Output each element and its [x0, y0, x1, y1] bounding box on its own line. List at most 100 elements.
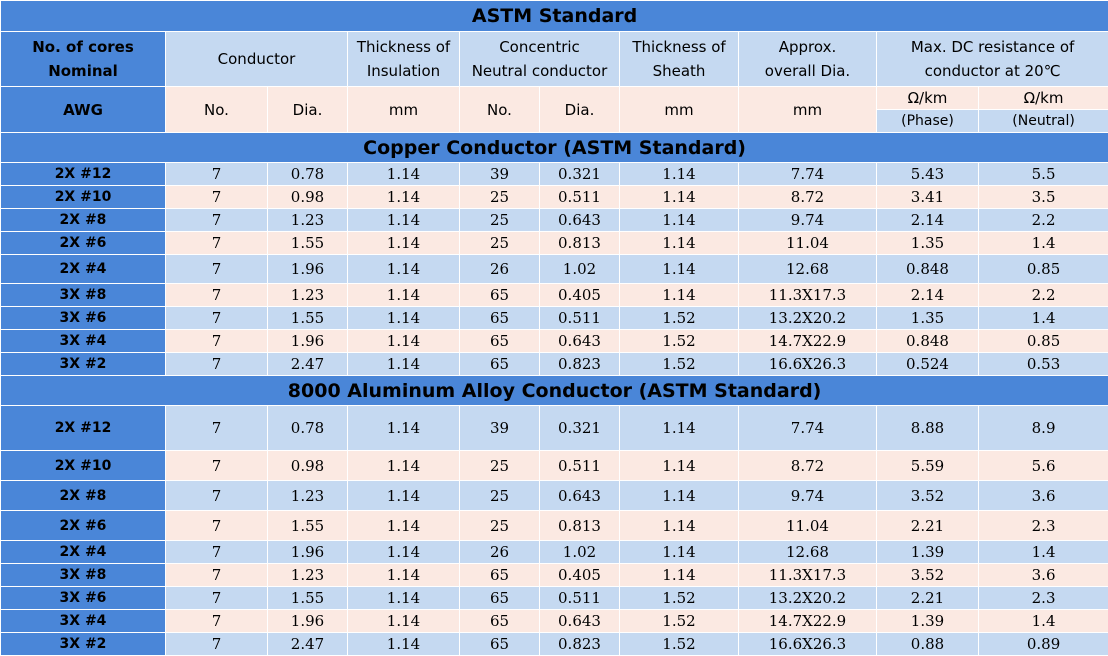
cell-sheath: 1.14 — [619, 510, 739, 541]
table-row: 3X #8 7 1.23 1.14 65 0.405 1.14 11.3X17.3 3.52 3.… — [0, 563, 1108, 587]
cell-neutral-dia: 0.823 — [539, 352, 620, 376]
cell-overall-dia: 13.2X20.2 — [738, 306, 877, 330]
cell-resistance-neutral: 0.53 — [977, 352, 1108, 376]
cell-insulation: 1.14 — [347, 632, 460, 656]
section-title: 8000 Aluminum Alloy Conductor (ASTM Stan… — [0, 375, 1108, 406]
header-sheath-mm: mm — [619, 86, 739, 133]
cell-awg: 2X #12 — [0, 405, 166, 451]
cell-conductor-no: 7 — [165, 283, 268, 307]
header-resistance-line2: conductor at 20℃ — [924, 62, 1061, 80]
cell-conductor-dia: 1.55 — [267, 510, 348, 541]
cell-resistance-phase: 5.59 — [876, 450, 979, 481]
cell-awg: 3X #4 — [0, 609, 166, 633]
cell-sheath: 1.52 — [619, 306, 739, 330]
header-neutral-sub: (Neutral) — [977, 109, 1108, 133]
header-phase: (Phase) — [876, 109, 979, 133]
cell-overall-dia: 11.3X17.3 — [738, 563, 877, 587]
cell-neutral-dia: 0.321 — [539, 162, 620, 186]
cell-neutral-dia: 0.823 — [539, 632, 620, 656]
cell-neutral-no: 65 — [459, 586, 540, 610]
cell-sheath: 1.52 — [619, 586, 739, 610]
cell-conductor-no: 7 — [165, 632, 268, 656]
header-insulation-mm: mm — [347, 86, 460, 133]
cell-awg: 3X #6 — [0, 306, 166, 330]
cell-resistance-neutral: 8.9 — [977, 405, 1108, 451]
cell-awg: 2X #10 — [0, 185, 166, 209]
cell-insulation: 1.14 — [347, 563, 460, 587]
header-overall: Approx. overall Dia. — [738, 31, 877, 87]
cell-neutral-dia: 0.643 — [539, 609, 620, 633]
cell-awg: 3X #6 — [0, 586, 166, 610]
cell-insulation: 1.14 — [347, 254, 460, 284]
header-insulation-line1: Thickness of — [356, 38, 451, 56]
cell-neutral-no: 39 — [459, 162, 540, 186]
cell-sheath: 1.14 — [619, 563, 739, 587]
cell-sheath: 1.14 — [619, 405, 739, 451]
header-overall-mm: mm — [738, 86, 877, 133]
cell-resistance-neutral: 0.85 — [977, 329, 1108, 353]
cell-conductor-dia: 2.47 — [267, 632, 348, 656]
cell-conductor-no: 7 — [165, 540, 268, 564]
cell-awg: 2X #10 — [0, 450, 166, 481]
cell-conductor-dia: 1.96 — [267, 254, 348, 284]
cell-neutral-dia: 0.405 — [539, 283, 620, 307]
header-awg: AWG — [0, 86, 166, 133]
header-conductor: Conductor — [165, 31, 348, 87]
cell-resistance-phase: 1.35 — [876, 306, 979, 330]
cell-resistance-phase: 2.14 — [876, 208, 979, 232]
cell-neutral-no: 65 — [459, 283, 540, 307]
cell-insulation: 1.14 — [347, 352, 460, 376]
cell-resistance-neutral: 5.6 — [977, 450, 1108, 481]
cell-conductor-dia: 1.23 — [267, 480, 348, 511]
table-row: 3X #6 7 1.55 1.14 65 0.511 1.52 13.2X20.2 2.21 2.… — [0, 586, 1108, 610]
cell-overall-dia: 8.72 — [738, 450, 877, 481]
cell-neutral-dia: 0.321 — [539, 405, 620, 451]
cell-resistance-neutral: 2.2 — [977, 283, 1108, 307]
cell-insulation: 1.14 — [347, 306, 460, 330]
cell-conductor-no: 7 — [165, 480, 268, 511]
header-sheath-line2: Sheath — [652, 62, 706, 80]
cell-resistance-phase: 3.41 — [876, 185, 979, 209]
cell-neutral-no: 65 — [459, 563, 540, 587]
cell-sheath: 1.14 — [619, 254, 739, 284]
cell-resistance-phase: 1.35 — [876, 231, 979, 255]
cell-awg: 2X #4 — [0, 540, 166, 564]
section-title: Copper Conductor (ASTM Standard) — [0, 132, 1108, 163]
cell-conductor-dia: 0.98 — [267, 185, 348, 209]
cell-insulation: 1.14 — [347, 231, 460, 255]
cell-overall-dia: 13.2X20.2 — [738, 586, 877, 610]
cell-awg: 2X #8 — [0, 208, 166, 232]
cell-awg: 2X #8 — [0, 480, 166, 511]
cell-conductor-dia: 0.78 — [267, 405, 348, 451]
header-neutral-line2: Neutral conductor — [471, 62, 608, 80]
cell-overall-dia: 8.72 — [738, 185, 877, 209]
cell-sheath: 1.14 — [619, 185, 739, 209]
cell-resistance-phase: 0.848 — [876, 329, 979, 353]
cell-conductor-no: 7 — [165, 563, 268, 587]
table-row: 2X #6 7 1.55 1.14 25 0.813 1.14 11.04 1.35 1.4 — [0, 231, 1108, 255]
cell-resistance-neutral: 3.5 — [977, 185, 1108, 209]
header-resistance: Max. DC resistance of conductor at 20℃ — [875, 31, 1108, 87]
cell-resistance-neutral: 0.89 — [977, 632, 1108, 656]
header-overall-line2: overall Dia. — [764, 62, 851, 80]
cell-resistance-neutral: 1.4 — [977, 231, 1108, 255]
cell-overall-dia: 14.7X22.9 — [738, 609, 877, 633]
cell-neutral-dia: 0.643 — [539, 208, 620, 232]
cell-neutral-dia: 0.405 — [539, 563, 620, 587]
cell-conductor-dia: 1.96 — [267, 329, 348, 353]
header-neutral-line1: Concentric — [499, 38, 580, 56]
cell-neutral-no: 25 — [459, 208, 540, 232]
cell-conductor-dia: 1.96 — [267, 540, 348, 564]
cell-overall-dia: 12.68 — [738, 540, 877, 564]
cell-overall-dia: 16.6X26.3 — [738, 632, 877, 656]
cell-conductor-dia: 1.55 — [267, 306, 348, 330]
cell-conductor-dia: 1.96 — [267, 609, 348, 633]
cell-conductor-no: 7 — [165, 231, 268, 255]
cell-conductor-no: 7 — [165, 450, 268, 481]
header-insulation-line2: Insulation — [366, 62, 441, 80]
cell-awg: 2X #6 — [0, 510, 166, 541]
cell-overall-dia: 11.04 — [738, 510, 877, 541]
cell-conductor-dia: 1.55 — [267, 586, 348, 610]
table-row: 2X #8 7 1.23 1.14 25 0.643 1.14 9.74 3.52 3.6 — [0, 480, 1108, 511]
header-neutral-no: No. — [459, 86, 540, 133]
